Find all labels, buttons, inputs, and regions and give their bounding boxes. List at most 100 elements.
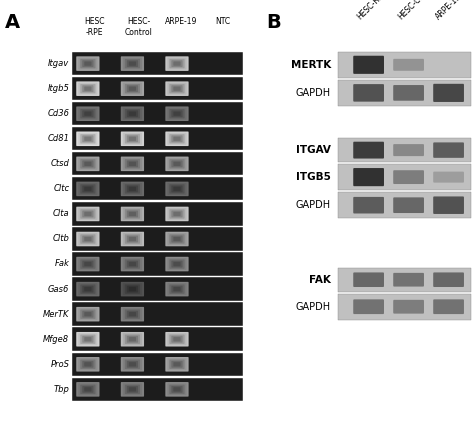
Text: HESC-RPE: HESC-RPE <box>356 0 388 22</box>
Bar <box>72 227 243 251</box>
FancyBboxPatch shape <box>78 208 98 220</box>
FancyBboxPatch shape <box>165 332 188 346</box>
FancyBboxPatch shape <box>84 162 91 166</box>
FancyBboxPatch shape <box>173 262 180 266</box>
FancyBboxPatch shape <box>123 233 142 245</box>
FancyBboxPatch shape <box>129 337 136 341</box>
FancyBboxPatch shape <box>76 332 99 346</box>
FancyBboxPatch shape <box>127 210 138 217</box>
Text: Fak: Fak <box>54 260 69 268</box>
FancyBboxPatch shape <box>127 260 138 267</box>
FancyBboxPatch shape <box>121 232 144 246</box>
FancyBboxPatch shape <box>84 212 91 216</box>
FancyBboxPatch shape <box>121 382 144 397</box>
Bar <box>72 152 243 175</box>
FancyBboxPatch shape <box>76 382 99 397</box>
FancyBboxPatch shape <box>393 300 424 314</box>
FancyBboxPatch shape <box>173 287 180 291</box>
FancyBboxPatch shape <box>173 237 180 241</box>
FancyBboxPatch shape <box>76 232 99 246</box>
Text: MERTK: MERTK <box>290 60 331 70</box>
FancyBboxPatch shape <box>165 156 188 171</box>
Bar <box>338 52 471 78</box>
FancyBboxPatch shape <box>129 111 136 116</box>
FancyBboxPatch shape <box>393 59 424 71</box>
Text: MerTK: MerTK <box>43 310 69 318</box>
FancyBboxPatch shape <box>84 111 91 116</box>
FancyBboxPatch shape <box>129 61 136 66</box>
FancyBboxPatch shape <box>125 359 140 369</box>
FancyBboxPatch shape <box>80 84 96 93</box>
FancyBboxPatch shape <box>129 162 136 166</box>
FancyBboxPatch shape <box>121 357 144 372</box>
FancyBboxPatch shape <box>129 262 136 266</box>
FancyBboxPatch shape <box>129 387 136 391</box>
FancyBboxPatch shape <box>129 287 136 291</box>
FancyBboxPatch shape <box>76 357 99 372</box>
FancyBboxPatch shape <box>165 131 188 146</box>
FancyBboxPatch shape <box>82 185 93 192</box>
FancyBboxPatch shape <box>84 312 91 316</box>
FancyBboxPatch shape <box>168 383 187 395</box>
FancyBboxPatch shape <box>125 134 140 143</box>
FancyBboxPatch shape <box>171 235 183 242</box>
Text: Cltb: Cltb <box>52 235 69 243</box>
Text: HESC-
Control: HESC- Control <box>125 17 152 37</box>
Bar <box>338 138 471 162</box>
FancyBboxPatch shape <box>125 259 140 269</box>
Text: A: A <box>5 13 20 32</box>
FancyBboxPatch shape <box>78 358 98 370</box>
FancyBboxPatch shape <box>171 60 183 67</box>
FancyBboxPatch shape <box>84 337 91 341</box>
FancyBboxPatch shape <box>78 108 98 120</box>
FancyBboxPatch shape <box>78 383 98 395</box>
Bar <box>72 127 243 150</box>
FancyBboxPatch shape <box>169 109 185 118</box>
FancyBboxPatch shape <box>168 283 187 295</box>
FancyBboxPatch shape <box>82 361 93 368</box>
FancyBboxPatch shape <box>171 286 183 292</box>
FancyBboxPatch shape <box>123 108 142 120</box>
Bar <box>72 177 243 200</box>
FancyBboxPatch shape <box>168 108 187 120</box>
FancyBboxPatch shape <box>121 181 144 196</box>
FancyBboxPatch shape <box>168 358 187 370</box>
FancyBboxPatch shape <box>84 137 91 141</box>
FancyBboxPatch shape <box>76 257 99 271</box>
FancyBboxPatch shape <box>82 210 93 217</box>
FancyBboxPatch shape <box>82 286 93 292</box>
Bar <box>72 202 243 226</box>
FancyBboxPatch shape <box>393 197 424 213</box>
FancyBboxPatch shape <box>123 83 142 95</box>
FancyBboxPatch shape <box>129 137 136 141</box>
FancyBboxPatch shape <box>168 333 187 345</box>
FancyBboxPatch shape <box>393 85 424 101</box>
FancyBboxPatch shape <box>171 85 183 92</box>
FancyBboxPatch shape <box>171 160 183 167</box>
FancyBboxPatch shape <box>123 183 142 195</box>
FancyBboxPatch shape <box>165 206 188 221</box>
FancyBboxPatch shape <box>76 56 99 71</box>
FancyBboxPatch shape <box>76 156 99 171</box>
FancyBboxPatch shape <box>171 210 183 217</box>
FancyBboxPatch shape <box>82 235 93 242</box>
FancyBboxPatch shape <box>121 131 144 146</box>
Text: GAPDH: GAPDH <box>296 302 331 312</box>
FancyBboxPatch shape <box>125 84 140 93</box>
FancyBboxPatch shape <box>168 183 187 195</box>
FancyBboxPatch shape <box>76 181 99 196</box>
FancyBboxPatch shape <box>169 184 185 194</box>
FancyBboxPatch shape <box>127 311 138 318</box>
FancyBboxPatch shape <box>129 312 136 316</box>
FancyBboxPatch shape <box>121 156 144 171</box>
FancyBboxPatch shape <box>165 357 188 372</box>
FancyBboxPatch shape <box>84 61 91 66</box>
FancyBboxPatch shape <box>80 59 96 68</box>
FancyBboxPatch shape <box>173 387 180 391</box>
FancyBboxPatch shape <box>76 307 99 321</box>
FancyBboxPatch shape <box>433 197 464 214</box>
FancyBboxPatch shape <box>125 184 140 194</box>
Text: Mfge8: Mfge8 <box>43 335 69 343</box>
Text: Itgb5: Itgb5 <box>48 84 69 93</box>
FancyBboxPatch shape <box>173 86 180 91</box>
